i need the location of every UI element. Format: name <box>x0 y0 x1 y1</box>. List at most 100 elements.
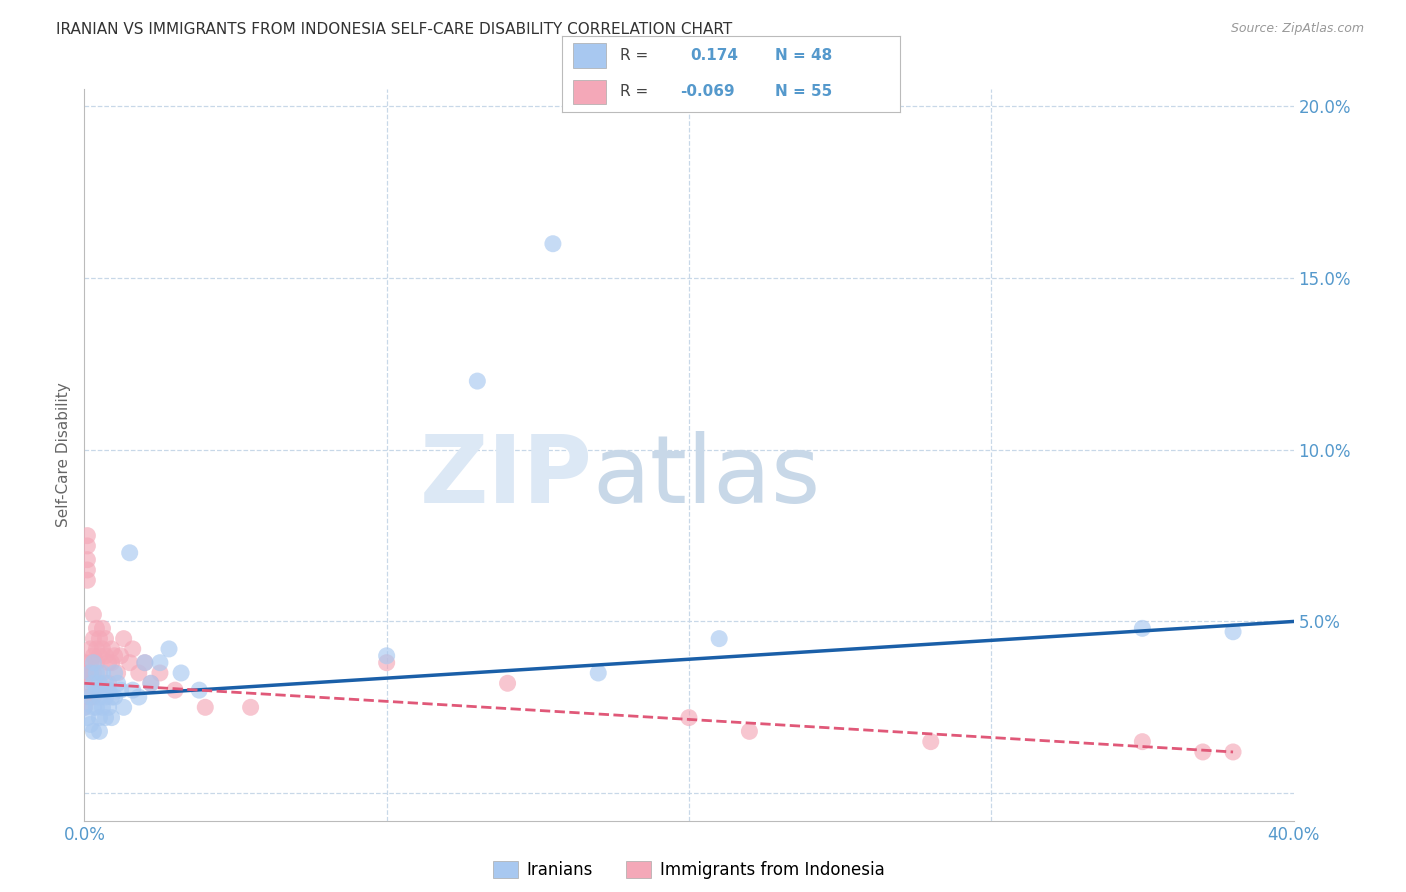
Point <box>94 711 117 725</box>
Point <box>188 683 211 698</box>
Point <box>128 665 150 680</box>
Point <box>73 690 96 704</box>
Point <box>1192 745 1215 759</box>
Point <box>112 700 135 714</box>
Point <box>104 690 127 704</box>
Point <box>86 683 108 698</box>
Point <box>82 676 104 690</box>
Text: atlas: atlas <box>592 431 821 523</box>
Point <box>375 656 398 670</box>
Point <box>76 552 98 566</box>
Point <box>97 656 120 670</box>
Point <box>82 648 104 663</box>
Text: 0.174: 0.174 <box>690 48 738 63</box>
Point <box>89 724 111 739</box>
Point <box>94 648 117 663</box>
Point <box>91 683 114 698</box>
FancyBboxPatch shape <box>572 79 606 104</box>
Point <box>79 717 101 731</box>
Text: -0.069: -0.069 <box>681 84 735 99</box>
Point <box>79 665 101 680</box>
Legend: Iranians, Immigrants from Indonesia: Iranians, Immigrants from Indonesia <box>486 854 891 886</box>
Point <box>79 665 101 680</box>
Text: R =: R = <box>620 84 648 99</box>
Text: ZIP: ZIP <box>419 431 592 523</box>
Point <box>89 648 111 663</box>
Point <box>709 632 731 646</box>
Point <box>1130 734 1153 748</box>
Point <box>149 656 172 670</box>
Point <box>97 683 120 698</box>
Point <box>110 683 132 698</box>
Point <box>97 676 120 690</box>
Point <box>121 642 143 657</box>
Point <box>86 700 108 714</box>
Point <box>149 665 172 680</box>
Point <box>89 711 111 725</box>
Point <box>104 648 127 663</box>
Point <box>110 648 132 663</box>
Text: Source: ZipAtlas.com: Source: ZipAtlas.com <box>1230 22 1364 36</box>
Point <box>118 656 141 670</box>
Point <box>1130 621 1153 635</box>
Point <box>86 656 108 670</box>
Point <box>73 700 96 714</box>
Point <box>678 711 700 725</box>
Point <box>76 574 98 588</box>
Point <box>100 656 122 670</box>
Point <box>157 642 180 657</box>
Point <box>100 642 122 657</box>
Point <box>134 656 156 670</box>
Point <box>139 676 162 690</box>
Point <box>89 676 111 690</box>
Point <box>89 665 111 680</box>
Text: R =: R = <box>620 48 648 63</box>
Point <box>134 656 156 670</box>
Point <box>79 690 101 704</box>
Point <box>82 632 104 646</box>
Point <box>118 546 141 560</box>
Point <box>239 700 262 714</box>
Point <box>1222 745 1244 759</box>
Point <box>1222 624 1244 639</box>
Point <box>89 690 111 704</box>
Point <box>73 656 96 670</box>
Point <box>104 665 127 680</box>
Point <box>76 563 98 577</box>
Point <box>76 539 98 553</box>
Point <box>139 676 162 690</box>
Point <box>91 621 114 635</box>
Point <box>100 690 122 704</box>
Point <box>86 642 108 657</box>
Point <box>194 700 217 714</box>
Point <box>91 665 114 680</box>
Point <box>86 621 108 635</box>
Text: N = 48: N = 48 <box>775 48 832 63</box>
Point <box>89 632 111 646</box>
Point <box>73 700 96 714</box>
Point <box>467 374 489 388</box>
Point <box>82 724 104 739</box>
Point <box>107 665 129 680</box>
Point <box>91 700 114 714</box>
Point <box>73 676 96 690</box>
Point <box>107 676 129 690</box>
Point <box>588 665 610 680</box>
Point <box>86 665 108 680</box>
Point <box>375 648 398 663</box>
Point <box>73 665 96 680</box>
Point <box>79 642 101 657</box>
Point <box>496 676 519 690</box>
Point <box>112 632 135 646</box>
Text: IRANIAN VS IMMIGRANTS FROM INDONESIA SELF-CARE DISABILITY CORRELATION CHART: IRANIAN VS IMMIGRANTS FROM INDONESIA SEL… <box>56 22 733 37</box>
Text: N = 55: N = 55 <box>775 84 832 99</box>
Point <box>94 690 117 704</box>
Point <box>94 632 117 646</box>
Point <box>82 665 104 680</box>
Y-axis label: Self-Care Disability: Self-Care Disability <box>56 383 72 527</box>
Point <box>738 724 761 739</box>
Point <box>165 683 187 698</box>
Point <box>79 690 101 704</box>
Point <box>82 607 104 622</box>
Point <box>97 700 120 714</box>
